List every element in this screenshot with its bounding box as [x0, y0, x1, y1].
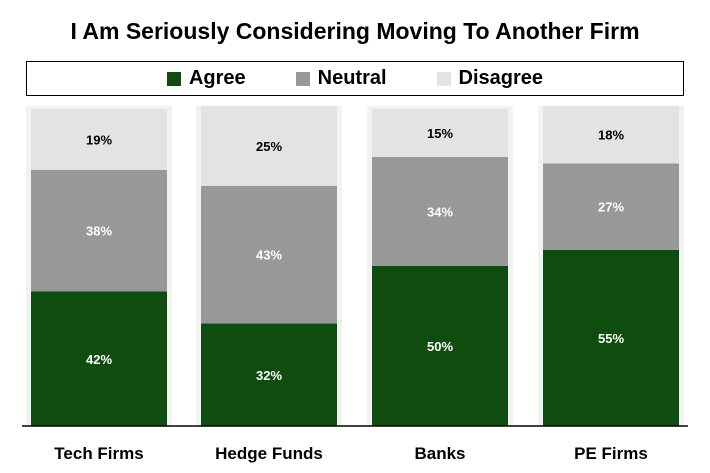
- data-label-banks-agree: 50%: [427, 339, 453, 354]
- data-label-banks-disagree: 15%: [427, 126, 453, 141]
- legend-item-neutral: Neutral: [295, 67, 387, 90]
- x-tick-label-hedge-funds: Hedge Funds: [215, 444, 323, 463]
- data-label-tech-firms-agree: 42%: [86, 352, 112, 367]
- bar-tech-firms-neutral: [31, 169, 167, 292]
- bar-banks-disagree: [372, 109, 508, 158]
- bar-pe-firms-disagree: [543, 105, 679, 164]
- legend-swatch-agree: [166, 71, 181, 86]
- legend-label-agree: Agree: [188, 67, 246, 89]
- bar-pe-firms-agree: [543, 249, 679, 426]
- legend-item-disagree: Disagree: [436, 67, 544, 90]
- bar-banks-agree: [372, 265, 508, 426]
- data-label-hedge-funds-neutral: 43%: [256, 248, 282, 263]
- bar-hedge-funds-agree: [201, 323, 337, 426]
- legend-label-disagree: Disagree: [458, 67, 544, 89]
- bar-tech-firms-disagree: [31, 109, 167, 170]
- data-label-tech-firms-neutral: 38%: [86, 224, 112, 239]
- bar-banks-neutral: [372, 157, 508, 266]
- data-label-hedge-funds-agree: 32%: [256, 368, 282, 383]
- data-label-pe-firms-agree: 55%: [598, 331, 624, 346]
- x-tick-label-banks: Banks: [414, 444, 465, 463]
- legend-swatch-neutral: [295, 71, 310, 86]
- legend-swatch-disagree: [436, 71, 451, 86]
- data-label-pe-firms-neutral: 27%: [598, 200, 624, 215]
- data-label-tech-firms-disagree: 19%: [86, 132, 112, 147]
- data-label-banks-neutral: 34%: [427, 204, 453, 219]
- x-tick-label-pe-firms: PE Firms: [574, 444, 648, 463]
- bar-hedge-funds-neutral: [201, 185, 337, 324]
- data-label-pe-firms-disagree: 18%: [598, 128, 624, 143]
- bar-tech-firms-agree: [31, 291, 167, 426]
- legend-label-neutral: Neutral: [317, 67, 387, 89]
- data-label-hedge-funds-disagree: 25%: [256, 139, 282, 154]
- chart-legend: Agree Neutral Disagree: [26, 61, 684, 96]
- legend-item-agree: Agree: [166, 67, 246, 90]
- bar-pe-firms-neutral: [543, 163, 679, 250]
- chart-title: I Am Seriously Considering Moving To Ano…: [70, 18, 640, 44]
- x-tick-label-tech-firms: Tech Firms: [54, 444, 143, 463]
- bar-hedge-funds-disagree: [201, 105, 337, 186]
